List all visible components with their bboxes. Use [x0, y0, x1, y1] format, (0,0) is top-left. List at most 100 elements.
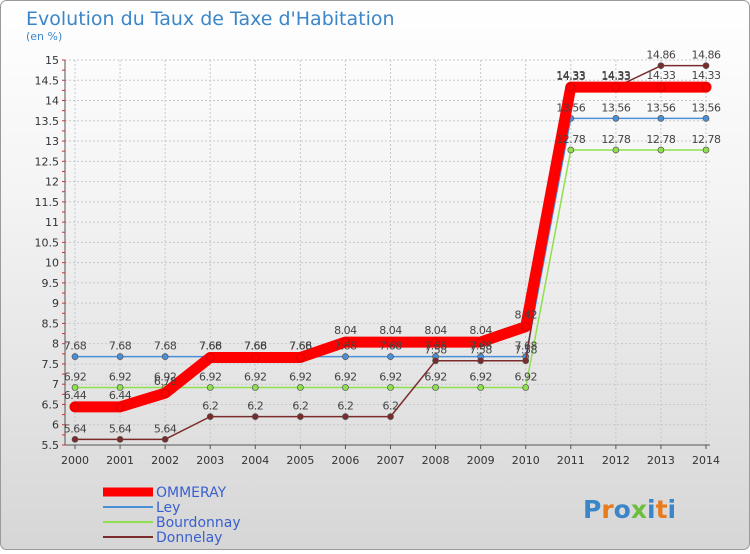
data-point	[477, 384, 484, 391]
x-tick-label: 2009	[467, 454, 495, 467]
x-tick-label: 2003	[196, 454, 224, 467]
data-label: 6.92	[64, 370, 87, 383]
proxiti-logo: Proxiti	[583, 495, 676, 524]
y-tick-label: 10	[45, 257, 59, 270]
data-point	[612, 115, 620, 122]
data-label: 6.92	[199, 370, 222, 383]
data-point	[657, 146, 665, 154]
data-point	[296, 353, 305, 362]
data-point	[476, 337, 485, 347]
data-label: 7.68	[244, 340, 267, 353]
data-label: 13.56	[692, 101, 721, 114]
data-point	[611, 82, 621, 92]
data-point	[161, 353, 169, 361]
grid	[65, 59, 710, 446]
data-point	[431, 337, 440, 347]
data-point	[702, 146, 710, 154]
data-label: 7.68	[64, 340, 87, 353]
data-point	[612, 146, 620, 154]
axes: 5.566.577.588.599.51010.51111.51212.5131…	[35, 54, 721, 467]
x-tick-label: 2011	[557, 454, 585, 467]
data-point	[251, 384, 259, 391]
data-label: 7.58	[424, 344, 447, 357]
data-label: 6.92	[244, 370, 267, 383]
data-label: 5.64	[109, 422, 132, 435]
y-tick-label: 9	[52, 297, 59, 310]
x-tick-label: 2014	[692, 454, 720, 467]
x-tick-label: 2001	[106, 454, 134, 467]
data-label: 6.92	[109, 370, 132, 383]
x-tick-label: 2007	[377, 454, 405, 467]
y-tick-label: 14.5	[35, 74, 60, 87]
y-tick-label: 14	[45, 95, 59, 108]
y-tick-label: 11	[45, 216, 59, 229]
data-point	[657, 115, 665, 122]
data-label: 7.68	[424, 340, 447, 353]
data-label: 7.68	[379, 340, 402, 353]
legend-label: OMMERAY	[156, 485, 227, 501]
data-label: 14.86	[646, 49, 675, 62]
data-point	[206, 413, 214, 420]
logo-letter: i	[668, 495, 677, 524]
y-tick-label: 12	[45, 176, 59, 189]
data-label: 14.86	[692, 49, 721, 62]
data-label: 7.68	[469, 340, 492, 353]
x-tick-label: 2012	[602, 454, 630, 467]
logo-letter: t	[656, 495, 668, 524]
data-label: 8.04	[334, 324, 357, 337]
data-point	[387, 353, 394, 361]
y-tick-label: 15	[45, 54, 59, 67]
data-label: 6.92	[379, 370, 402, 383]
data-label: 14.33	[646, 69, 675, 82]
data-point	[206, 384, 214, 391]
y-tick-label: 5.5	[42, 439, 60, 452]
data-label: 7.68	[334, 340, 357, 353]
data-label: 8.04	[469, 324, 492, 337]
logo-letter: o	[614, 495, 631, 524]
y-tick-label: 6	[52, 419, 59, 432]
series-ommeray	[69, 81, 712, 413]
data-labels: 6.44 6.44 6.78 7.66 7.66 7.66 8.04 8.04 8.04 8.04…	[64, 49, 722, 436]
data-point	[297, 413, 304, 420]
data-point	[116, 353, 124, 361]
y-tick-label: 7	[52, 378, 59, 391]
data-point	[342, 413, 349, 420]
data-label: 6.44	[64, 389, 87, 402]
data-point	[567, 146, 575, 154]
x-tick-label: 2010	[512, 454, 540, 467]
data-label: 7.68	[154, 340, 177, 353]
data-label: 7.66	[199, 339, 222, 352]
data-label: 6.92	[514, 370, 537, 383]
x-tick-label: 2006	[331, 454, 359, 467]
data-point	[657, 62, 665, 70]
logo-letter: i	[647, 495, 656, 524]
data-label: 12.78	[646, 133, 675, 146]
y-tick-label: 7.5	[42, 358, 60, 371]
y-tick-label: 11.5	[35, 196, 60, 209]
data-label: 6.44	[109, 389, 132, 402]
data-label: 6.2	[292, 400, 308, 413]
data-point	[386, 337, 395, 347]
data-label: 7.68	[514, 340, 537, 353]
data-label: 6.2	[202, 400, 218, 413]
data-label: 6.92	[469, 370, 492, 383]
data-point	[477, 357, 484, 365]
y-tick-label: 12.5	[35, 155, 60, 168]
data-label: 8.04	[424, 324, 447, 337]
legend-label: Ley	[156, 500, 180, 516]
data-label: 6.2	[337, 400, 353, 413]
data-label: 14.33	[601, 69, 630, 82]
y-tick-label: 8.5	[42, 317, 60, 330]
data-point	[297, 384, 304, 391]
data-point	[115, 402, 125, 412]
data-point	[387, 413, 394, 420]
data-label: 5.64	[154, 422, 177, 435]
x-tick-label: 2013	[647, 454, 675, 467]
x-tick-label: 2004	[241, 454, 269, 467]
data-point	[702, 115, 710, 122]
data-point	[250, 353, 260, 362]
logo-text: Proxiti	[583, 495, 676, 524]
logo-letter: P	[583, 495, 601, 524]
